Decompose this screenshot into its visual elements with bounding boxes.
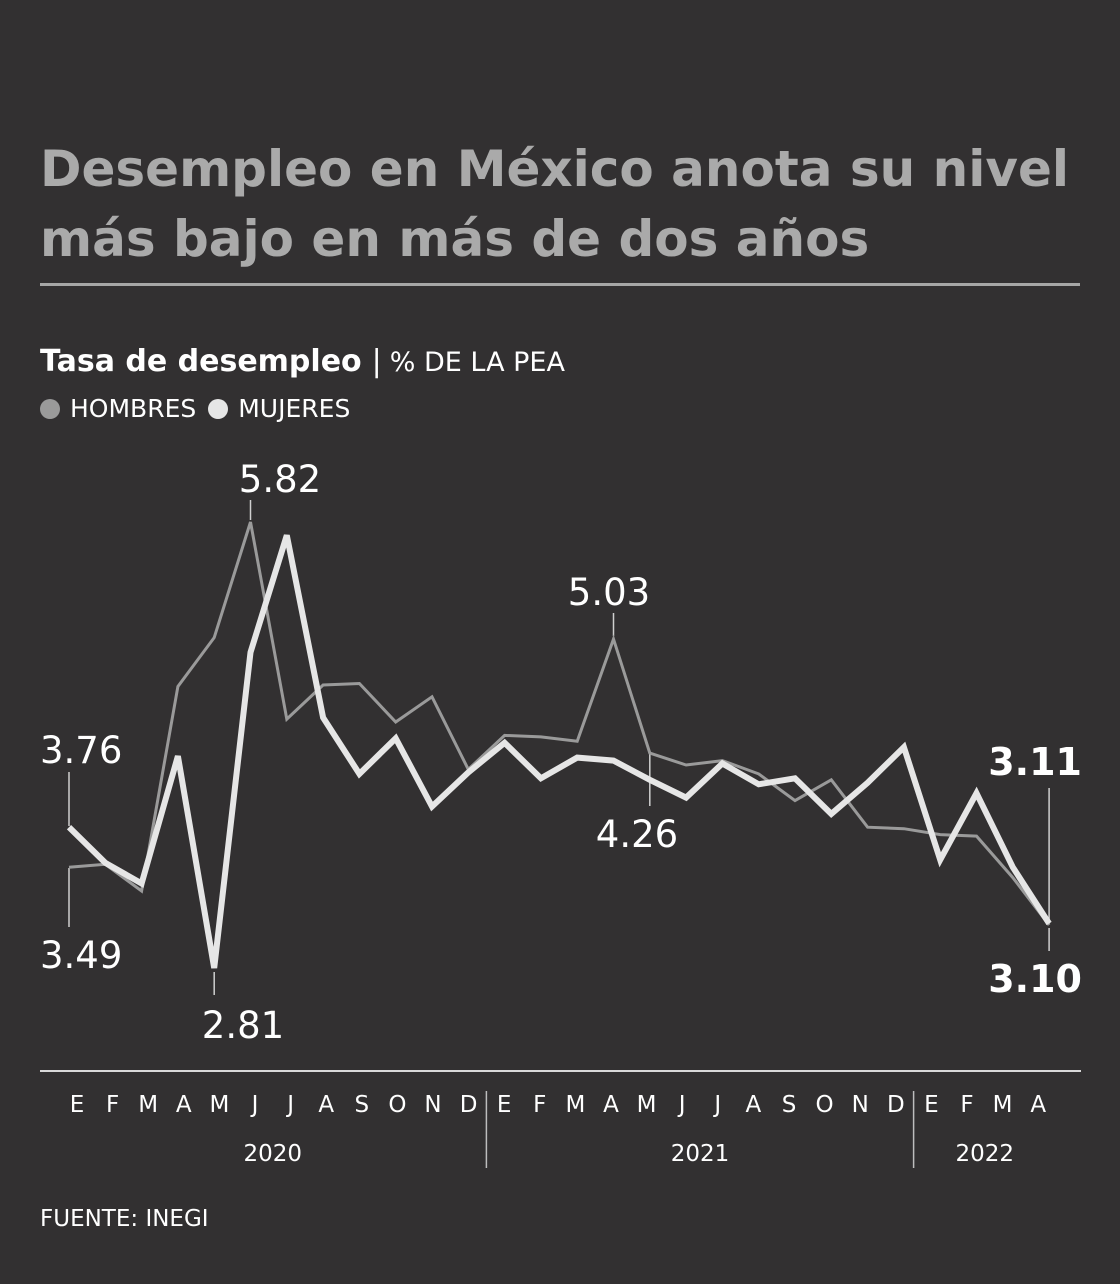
- x-tick-label: S: [354, 1092, 369, 1118]
- subtitle-main: Tasa de desempleo: [40, 344, 362, 379]
- annotation-label: 3.76: [40, 729, 122, 772]
- x-tick-label: M: [138, 1092, 158, 1118]
- x-axis-year-groups: 2020 2021 2022: [244, 1091, 1015, 1168]
- x-tick-label: S: [782, 1092, 797, 1118]
- source-note: FUENTE: INEGI: [40, 1206, 209, 1232]
- x-tick-label: F: [960, 1092, 973, 1118]
- x-tick-label: M: [565, 1092, 585, 1118]
- x-tick-label: N: [424, 1092, 441, 1118]
- chart-series: [66, 521, 1052, 969]
- x-tick-label: N: [852, 1092, 869, 1118]
- chart-legend: HOMBRES MUJERES: [40, 392, 362, 426]
- x-tick-label: J: [285, 1092, 294, 1118]
- annotation-label: 3.49: [40, 934, 122, 977]
- x-tick-label: A: [318, 1092, 334, 1118]
- annotation-label: 5.82: [239, 458, 321, 501]
- x-tick-label: O: [388, 1092, 406, 1118]
- subtitle-separator: |: [371, 344, 382, 379]
- legend-dot-mujeres: [208, 399, 229, 419]
- series-line-mujeres: [66, 534, 1052, 969]
- x-year-label: 2021: [671, 1141, 730, 1167]
- x-tick-label: J: [712, 1092, 721, 1118]
- x-tick-label: J: [677, 1092, 686, 1118]
- x-tick-label: F: [533, 1092, 546, 1118]
- x-tick-label: J: [250, 1092, 259, 1118]
- chart-title: Desempleo en México anota su nivel más b…: [40, 140, 1070, 268]
- chart-subtitle: Tasa de desempleo |% DE LA PEA: [40, 340, 565, 385]
- x-tick-label: A: [176, 1092, 192, 1118]
- title-divider: [40, 283, 1080, 286]
- legend-label-hombres: HOMBRES: [70, 394, 197, 423]
- subtitle-unit: % DE LA PEA: [389, 347, 565, 378]
- x-tick-label: A: [1030, 1092, 1046, 1118]
- x-tick-label: M: [209, 1092, 229, 1118]
- legend-dot-hombres: [40, 399, 60, 419]
- x-tick-label: A: [746, 1092, 762, 1118]
- x-tick-label: F: [106, 1092, 119, 1118]
- x-year-label: 2022: [956, 1141, 1015, 1167]
- legend-label-mujeres: MUJERES: [238, 394, 351, 423]
- x-year-label: 2020: [244, 1141, 303, 1167]
- x-tick-label: E: [497, 1092, 512, 1118]
- chart-annotations: 3.76 3.49 5.82 2.81 5.03 4.26 3.11 3.10: [40, 458, 1082, 1047]
- annotation-leaders: [68, 500, 1050, 995]
- x-tick-label: M: [993, 1092, 1013, 1118]
- annotation-label: 3.11: [988, 740, 1082, 784]
- annotation-label: 4.26: [596, 813, 678, 856]
- legend-item-hombres: HOMBRES: [40, 392, 196, 426]
- x-tick-label: M: [637, 1092, 657, 1118]
- legend-item-mujeres: MUJERES: [208, 392, 350, 426]
- x-tick-label: A: [603, 1092, 619, 1118]
- x-tick-label: O: [816, 1092, 834, 1118]
- annotation-label: 5.03: [568, 571, 650, 614]
- annotation-label: 3.10: [988, 957, 1082, 1001]
- x-tick-label: E: [924, 1092, 939, 1118]
- x-tick-label: D: [460, 1092, 478, 1118]
- annotation-label: 2.81: [202, 1004, 284, 1047]
- x-tick-label: E: [70, 1092, 85, 1118]
- x-tick-label: D: [887, 1092, 905, 1118]
- series-line-hombres: [68, 521, 1051, 926]
